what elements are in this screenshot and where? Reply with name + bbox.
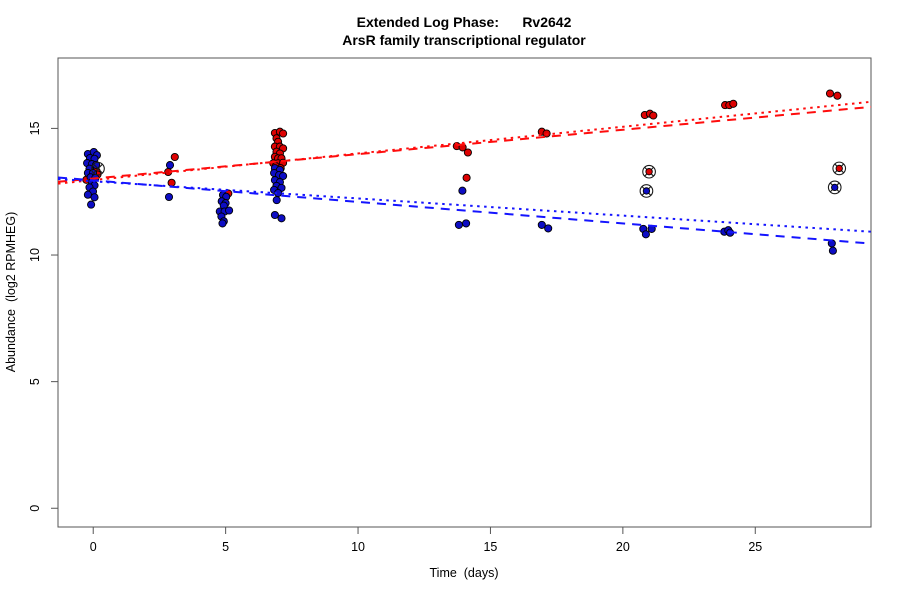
flagged-point bbox=[645, 168, 653, 176]
blue-downregulated-point bbox=[454, 220, 463, 229]
flag-ring-icon bbox=[827, 180, 842, 195]
red-flagged-outlier-marker bbox=[642, 164, 656, 179]
blue-downregulated-point bbox=[272, 196, 281, 205]
flagged-outliers-layer bbox=[91, 161, 847, 198]
blue-downregulated-point bbox=[544, 224, 553, 233]
flagged-point bbox=[642, 187, 651, 195]
x-tick-label: 20 bbox=[616, 540, 630, 554]
trend-lines-layer bbox=[57, 100, 872, 245]
flag-ring-icon bbox=[832, 161, 847, 176]
flag-cross-icon bbox=[92, 163, 103, 174]
red-upregulated-point bbox=[729, 99, 738, 108]
blue-downregulated-point bbox=[828, 246, 837, 255]
blue-downregulated-point bbox=[537, 220, 546, 229]
red-upregulated-point bbox=[463, 148, 472, 157]
blue-dashed-fit bbox=[57, 176, 872, 245]
y-tick-label: 5 bbox=[28, 378, 42, 385]
y-axis-label: Abundance (log2 RPMHEG) bbox=[4, 212, 18, 373]
red-dashed-fit bbox=[57, 105, 872, 183]
flag-ring-icon bbox=[91, 161, 105, 176]
blue-dotted-fit bbox=[57, 178, 872, 233]
y-tick-label: 15 bbox=[28, 121, 42, 135]
chart-subtitle: ArsR family transcriptional regulator bbox=[342, 32, 586, 48]
chart-title: Extended Log Phase: Rv2642 bbox=[357, 14, 572, 30]
x-tick-label: 15 bbox=[483, 540, 497, 554]
blue-downregulated-point bbox=[458, 186, 467, 195]
red-upregulated-point bbox=[167, 178, 176, 187]
plot-box bbox=[57, 57, 872, 528]
x-tick-label: 5 bbox=[222, 540, 229, 554]
flag-ring-icon bbox=[642, 164, 656, 179]
blue-downregulated-point bbox=[87, 200, 96, 209]
red-flagged-outlier-marker bbox=[832, 161, 847, 176]
blue-flagged-outlier-marker bbox=[639, 184, 654, 198]
y-tick-label: 10 bbox=[28, 248, 42, 262]
axes: 0 5 10 15 20 25 0 5 10 15 bbox=[28, 121, 762, 554]
red-upregulated-point bbox=[170, 152, 179, 162]
blue-downregulated-point bbox=[164, 192, 174, 202]
blue-downregulated-point bbox=[218, 219, 227, 228]
blue-downregulated-point bbox=[462, 219, 471, 228]
blue-flagged-outlier-marker bbox=[827, 180, 842, 195]
blue-downregulated-point bbox=[225, 206, 234, 215]
x-tick-label: 25 bbox=[748, 540, 762, 554]
red-upregulated-point bbox=[649, 111, 658, 120]
x-tick-label: 10 bbox=[351, 540, 365, 554]
flagged-point bbox=[831, 183, 839, 192]
flagged-point bbox=[835, 164, 843, 173]
red-upregulated-point bbox=[833, 91, 842, 100]
x-axis-label: Time (days) bbox=[430, 566, 499, 580]
red-upregulated-point bbox=[279, 129, 288, 138]
blue-downregulated-point bbox=[83, 190, 92, 199]
blue-downregulated-point bbox=[279, 171, 288, 181]
red-upregulated-point bbox=[825, 89, 835, 98]
blue-downregulated-point bbox=[277, 214, 286, 223]
open-flagged-outlier-marker bbox=[91, 161, 105, 176]
blue-downregulated-point bbox=[270, 210, 279, 220]
flag-ring-icon bbox=[639, 184, 654, 198]
blue-downregulated-point bbox=[641, 230, 650, 239]
data-points-layer bbox=[82, 89, 842, 255]
blue-downregulated-point bbox=[165, 161, 175, 170]
blue-downregulated-point bbox=[90, 193, 99, 202]
x-tick-label: 0 bbox=[90, 540, 97, 554]
red-dotted-fit bbox=[57, 100, 872, 185]
red-upregulated-point bbox=[462, 173, 471, 182]
plot-frame bbox=[57, 57, 872, 528]
y-tick-label: 0 bbox=[28, 505, 42, 512]
